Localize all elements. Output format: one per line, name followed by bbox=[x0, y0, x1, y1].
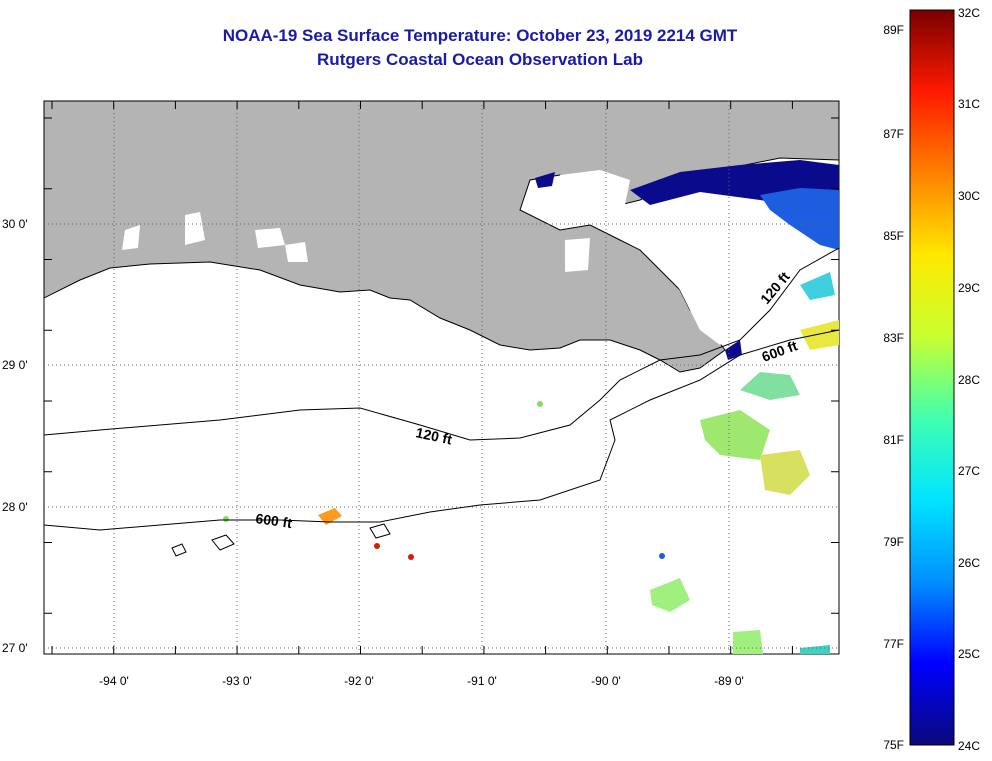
lon-label: -90 0' bbox=[591, 674, 621, 688]
lat-label: 30 0' bbox=[2, 217, 28, 231]
sst-patch-red bbox=[374, 543, 380, 549]
cloud-patch bbox=[650, 190, 800, 345]
sst-patch-blue bbox=[760, 188, 839, 250]
celsius-label: 27C bbox=[958, 464, 980, 478]
lon-label: -89 0' bbox=[714, 674, 744, 688]
contour-label: 600 ft bbox=[255, 510, 294, 531]
land-mass bbox=[44, 101, 839, 373]
celsius-label: 29C bbox=[958, 281, 980, 295]
cloud-patch bbox=[122, 225, 140, 250]
sst-patch-cyan bbox=[800, 645, 830, 654]
sst-patch-blue bbox=[659, 553, 665, 559]
sst-patch-green bbox=[740, 372, 800, 400]
celsius-label: 32C bbox=[958, 6, 980, 20]
sst-patch-orange bbox=[318, 508, 342, 525]
axis-ticks bbox=[44, 101, 839, 654]
fahrenheit-label: 75F bbox=[883, 738, 904, 752]
fahrenheit-label: 77F bbox=[883, 637, 904, 651]
celsius-label: 25C bbox=[958, 647, 980, 661]
sst-patch-deep-blue bbox=[725, 340, 742, 360]
cloud-patch bbox=[565, 238, 590, 272]
lon-label: -94 0' bbox=[99, 674, 129, 688]
map-subtitle: Rutgers Coastal Ocean Observation Lab bbox=[317, 50, 643, 69]
sst-patch-green bbox=[537, 401, 543, 407]
cloud-patch bbox=[285, 242, 308, 262]
lat-label: 27 0' bbox=[2, 641, 28, 655]
celsius-label: 28C bbox=[958, 373, 980, 387]
fahrenheit-label: 85F bbox=[883, 229, 904, 243]
fahrenheit-label: 79F bbox=[883, 535, 904, 549]
fahrenheit-label: 89F bbox=[883, 23, 904, 37]
sst-patch-cyan bbox=[800, 272, 835, 300]
lon-label: -91 0' bbox=[467, 674, 497, 688]
sst-patch-red bbox=[408, 554, 414, 560]
cloud-patch bbox=[255, 228, 285, 248]
celsius-label: 24C bbox=[958, 739, 980, 753]
fahrenheit-label: 87F bbox=[883, 127, 904, 141]
cloud-patch bbox=[185, 212, 205, 245]
cloud-patch bbox=[555, 170, 630, 215]
contour-label: 120 ft bbox=[414, 424, 453, 447]
celsius-label: 26C bbox=[958, 556, 980, 570]
lat-label: 29 0' bbox=[2, 358, 28, 372]
color-scale-bar bbox=[909, 9, 955, 746]
graticule bbox=[44, 101, 839, 654]
lon-label: -92 0' bbox=[344, 674, 374, 688]
lat-label: 28 0' bbox=[2, 500, 28, 514]
contour-120ft bbox=[44, 247, 839, 441]
lon-label: -93 0' bbox=[222, 674, 252, 688]
fahrenheit-label: 83F bbox=[883, 331, 904, 345]
sst-patch-yellow bbox=[800, 320, 839, 350]
sst-patch-deep-blue bbox=[535, 172, 555, 188]
sst-patch-green bbox=[650, 578, 690, 612]
fahrenheit-label: 81F bbox=[883, 433, 904, 447]
celsius-label: 30C bbox=[958, 189, 980, 203]
map-title: NOAA-19 Sea Surface Temperature: October… bbox=[222, 26, 738, 45]
celsius-label: 31C bbox=[958, 97, 980, 111]
contour-600ft bbox=[44, 329, 839, 531]
sst-patch-yellow bbox=[760, 450, 810, 495]
islands bbox=[171, 523, 391, 557]
sst-patch-green bbox=[700, 410, 770, 460]
